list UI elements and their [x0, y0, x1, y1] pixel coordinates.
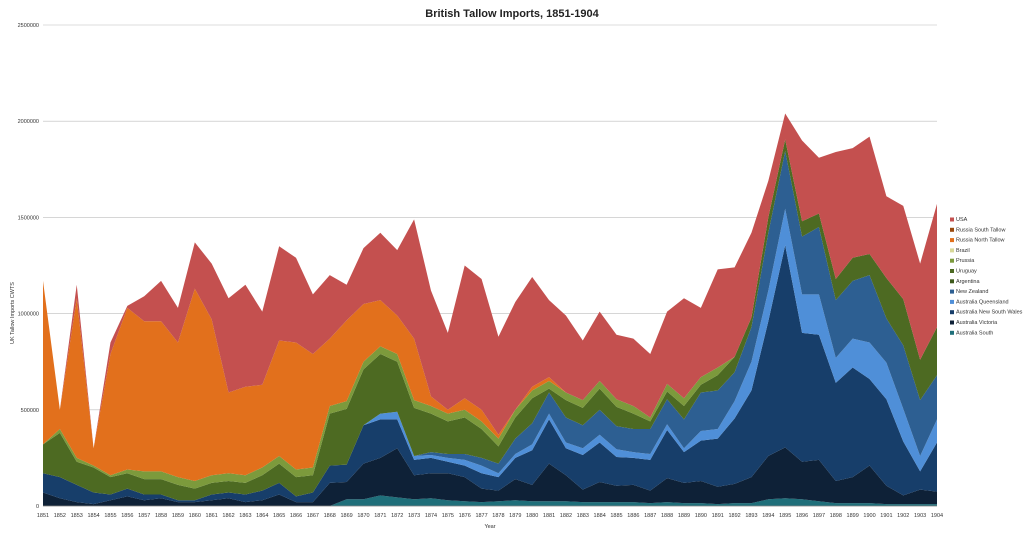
x-tick-label: 1902: [897, 513, 909, 519]
y-tick-label: 0: [36, 504, 39, 510]
legend-swatch: [950, 258, 954, 263]
x-tick-label: 1851: [37, 513, 49, 519]
legend-label: Uruguay: [956, 269, 977, 275]
y-tick-label: 2000000: [18, 119, 39, 125]
x-tick-label: 1895: [779, 513, 791, 519]
y-tick-label: 1500000: [18, 215, 39, 221]
x-tick-label: 1859: [172, 513, 184, 519]
x-tick-label: 1900: [863, 513, 875, 519]
x-tick-label: 1890: [695, 513, 707, 519]
legend-label: Argentina: [956, 279, 980, 285]
legend-swatch: [950, 227, 954, 232]
legend-swatch: [950, 310, 954, 315]
legend-swatch: [950, 279, 954, 284]
x-tick-label: 1893: [745, 513, 757, 519]
x-tick-label: 1852: [54, 513, 66, 519]
x-axis-ticks: 1851 1852 1853 1854 1855 1856 1857 1858 1859 1860…: [37, 505, 943, 519]
legend-label: Russia North Tallow: [956, 238, 1005, 244]
area-series-australia-victoria: [43, 447, 937, 506]
legend-label: Australia Victoria: [956, 320, 998, 326]
x-tick-label: 1878: [492, 513, 504, 519]
x-tick-label: 1857: [138, 513, 150, 519]
legend-label: Australia New South Wales: [956, 310, 1023, 316]
x-tick-label: 1881: [543, 513, 555, 519]
x-tick-label: 1883: [577, 513, 589, 519]
x-tick-label: 1865: [273, 513, 285, 519]
x-tick-label: 1884: [594, 513, 606, 519]
x-tick-label: 1864: [256, 513, 268, 519]
x-tick-label: 1887: [644, 513, 656, 519]
x-tick-label: 1889: [678, 513, 690, 519]
legend-swatch: [950, 269, 954, 273]
area-series-australia-south: [43, 495, 937, 506]
x-tick-label: 1873: [408, 513, 420, 519]
x-tick-label: 1861: [206, 513, 218, 519]
x-tick-label: 1901: [880, 513, 892, 519]
x-tick-label: 1904: [931, 513, 943, 519]
x-tick-label: 1860: [189, 513, 201, 519]
x-tick-label: 1896: [796, 513, 808, 519]
area-series-australia-queensland: [43, 208, 937, 501]
x-tick-label: 1869: [340, 513, 352, 519]
x-tick-label: 1898: [830, 513, 842, 519]
x-tick-label: 1886: [627, 513, 639, 519]
legend-swatch: [950, 289, 954, 294]
area-series-usa: [43, 113, 937, 449]
x-tick-label: 1866: [290, 513, 302, 519]
legend-label: Australia Queensland: [956, 299, 1009, 305]
y-tick-label: 1000000: [18, 312, 39, 318]
legend-label: Prussia: [956, 258, 975, 264]
y-axis-ticks: 0 500000 1000000 1500000 2000000 2500000: [18, 23, 39, 510]
y-axis-label: UK Tallow Imports CWTS: [10, 282, 16, 344]
chart-title: British Tallow Imports, 1851-1904: [425, 8, 599, 20]
x-tick-label: 1872: [391, 513, 403, 519]
x-tick-label: 1853: [71, 513, 83, 519]
area-series-australia-new-south-wales: [43, 245, 937, 505]
x-tick-label: 1879: [509, 513, 521, 519]
stacked-areas: [43, 113, 937, 506]
legend-swatch: [950, 217, 954, 222]
legend-swatch: [950, 248, 954, 253]
x-tick-label: 1868: [324, 513, 336, 519]
x-tick-label: 1897: [813, 513, 825, 519]
x-tick-label: 1880: [526, 513, 538, 519]
x-tick-label: 1856: [121, 513, 133, 519]
x-tick-label: 1882: [560, 513, 572, 519]
legend-swatch: [950, 238, 954, 243]
legend-label: New Zealand: [956, 289, 988, 295]
x-tick-label: 1867: [307, 513, 319, 519]
x-tick-label: 1903: [914, 513, 926, 519]
legend-label: Australia South: [956, 330, 993, 336]
x-axis-label: Year: [484, 524, 495, 530]
x-tick-label: 1888: [661, 513, 673, 519]
x-tick-label: 1862: [222, 513, 234, 519]
x-tick-label: 1877: [475, 513, 487, 519]
y-tick-label: 2500000: [18, 23, 39, 29]
legend: USA Russia South Tallow Russia North Tallo…: [950, 217, 1023, 336]
x-tick-label: 1854: [87, 513, 99, 519]
x-tick-label: 1855: [104, 513, 116, 519]
x-tick-label: 1894: [762, 513, 774, 519]
x-tick-label: 1876: [459, 513, 471, 519]
x-tick-label: 1875: [442, 513, 454, 519]
x-tick-label: 1885: [610, 513, 622, 519]
x-tick-label: 1871: [374, 513, 386, 519]
legend-label: Brazil: [956, 248, 970, 254]
y-tick-label: 500000: [21, 408, 39, 414]
x-tick-label: 1891: [712, 513, 724, 519]
area-series-new-zealand: [43, 151, 937, 501]
x-tick-label: 1899: [847, 513, 859, 519]
x-tick-label: 1858: [155, 513, 167, 519]
legend-swatch: [950, 320, 954, 325]
legend-swatch: [950, 330, 954, 335]
x-tick-label: 1892: [728, 513, 740, 519]
legend-swatch: [950, 299, 954, 304]
area-series-russia-north-tallow: [43, 139, 937, 481]
legend-label: Russia South Tallow: [956, 227, 1005, 233]
x-tick-label: 1870: [357, 513, 369, 519]
x-tick-label: 1863: [239, 513, 251, 519]
x-tick-label: 1874: [425, 513, 437, 519]
legend-label: USA: [956, 217, 968, 223]
